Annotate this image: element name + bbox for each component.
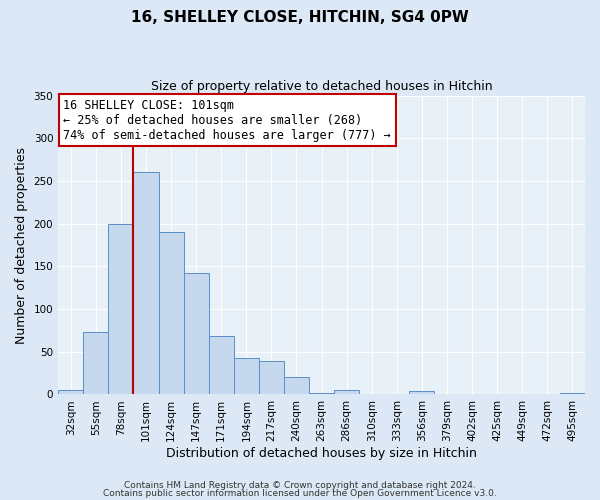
Bar xyxy=(284,378,309,394)
Text: 16 SHELLEY CLOSE: 101sqm
← 25% of detached houses are smaller (268)
74% of semi-: 16 SHELLEY CLOSE: 101sqm ← 25% of detach… xyxy=(64,98,391,142)
Text: Contains HM Land Registry data © Crown copyright and database right 2024.: Contains HM Land Registry data © Crown c… xyxy=(124,481,476,490)
Bar xyxy=(109,224,133,394)
Bar xyxy=(409,391,434,394)
Y-axis label: Number of detached properties: Number of detached properties xyxy=(15,146,28,344)
Text: Contains public sector information licensed under the Open Government Licence v3: Contains public sector information licen… xyxy=(103,488,497,498)
Bar xyxy=(234,358,259,395)
Text: 16, SHELLEY CLOSE, HITCHIN, SG4 0PW: 16, SHELLEY CLOSE, HITCHIN, SG4 0PW xyxy=(131,10,469,25)
Bar xyxy=(209,336,234,394)
Bar xyxy=(184,273,209,394)
Title: Size of property relative to detached houses in Hitchin: Size of property relative to detached ho… xyxy=(151,80,493,93)
Bar xyxy=(58,390,83,394)
Bar xyxy=(133,172,158,394)
Bar xyxy=(309,393,334,394)
X-axis label: Distribution of detached houses by size in Hitchin: Distribution of detached houses by size … xyxy=(166,447,477,460)
Bar xyxy=(158,232,184,394)
Bar xyxy=(334,390,359,394)
Bar xyxy=(259,361,284,394)
Bar xyxy=(560,393,585,394)
Bar xyxy=(83,332,109,394)
